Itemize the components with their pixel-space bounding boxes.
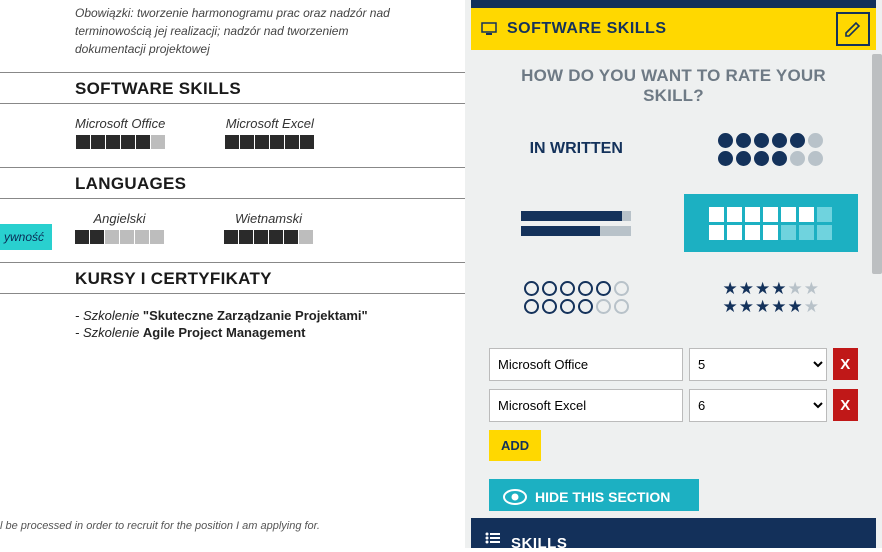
delete-button[interactable]: X bbox=[833, 389, 859, 421]
section-software-skills: SOFTWARE SKILLS bbox=[0, 72, 465, 104]
scrollbar-thumb[interactable] bbox=[872, 54, 882, 274]
software-icon bbox=[481, 22, 497, 36]
skill-inputs: 5X6X bbox=[489, 348, 858, 422]
skill-level-select[interactable]: 5 bbox=[689, 348, 827, 381]
written-label: IN WRITTEN bbox=[530, 140, 623, 158]
section-header: SOFTWARE SKILLS bbox=[471, 8, 876, 50]
edit-button[interactable] bbox=[836, 12, 870, 46]
list-icon bbox=[485, 532, 501, 544]
style-boxes[interactable] bbox=[684, 194, 859, 252]
boxes-preview bbox=[709, 207, 832, 240]
style-bars[interactable] bbox=[489, 194, 664, 252]
footer-title: SKILLS bbox=[511, 535, 567, 552]
skill-level bbox=[75, 135, 165, 149]
style-circles[interactable] bbox=[489, 268, 664, 326]
skill-name: Microsoft Office bbox=[75, 116, 165, 131]
stars-preview: ★★★★★★ ★★★★★★ bbox=[723, 280, 820, 315]
courses-list: - Szkolenie "Skuteczne Zarządzanie Proje… bbox=[0, 302, 465, 362]
languages-row: Angielski Wietnamski bbox=[0, 207, 465, 258]
add-button[interactable]: ADD bbox=[489, 430, 541, 461]
skill-item: Microsoft Excel bbox=[225, 116, 314, 149]
skill-name-input[interactable] bbox=[489, 389, 683, 422]
hide-section-button[interactable]: HIDE THIS SECTION bbox=[489, 479, 699, 511]
skill-level-select[interactable]: 6 bbox=[689, 389, 827, 422]
course-line: - Szkolenie "Skuteczne Zarządzanie Proje… bbox=[75, 308, 465, 323]
config-area: HOW DO YOU WANT TO RATE YOUR SKILL? IN W… bbox=[471, 50, 876, 515]
rating-style-grid: IN WRITTEN bbox=[489, 120, 858, 326]
skill-name: Wietnamski bbox=[224, 211, 313, 226]
skill-item: Wietnamski bbox=[224, 211, 313, 244]
skill-item: Microsoft Office bbox=[75, 116, 165, 149]
delete-button[interactable]: X bbox=[833, 348, 859, 380]
skill-level bbox=[75, 230, 164, 244]
side-tag[interactable]: ywność bbox=[0, 224, 52, 250]
rating-question: HOW DO YOU WANT TO RATE YOUR SKILL? bbox=[489, 66, 858, 106]
skill-input-row: 6X bbox=[489, 389, 858, 422]
eye-icon bbox=[503, 489, 527, 505]
header-title: SOFTWARE SKILLS bbox=[507, 20, 667, 38]
responsibilities-text: Obowiązki: tworzenie harmonogramu prac o… bbox=[0, 0, 465, 68]
bars-preview bbox=[521, 211, 631, 236]
style-stars[interactable]: ★★★★★★ ★★★★★★ bbox=[684, 268, 859, 326]
hide-label: HIDE THIS SECTION bbox=[535, 489, 670, 505]
skill-level bbox=[225, 135, 314, 149]
cv-preview-panel: Obowiązki: tworzenie harmonogramu prac o… bbox=[0, 0, 465, 548]
circles-preview bbox=[524, 281, 629, 314]
style-written[interactable]: IN WRITTEN bbox=[489, 120, 664, 178]
skill-level bbox=[224, 230, 313, 244]
skill-input-row: 5X bbox=[489, 348, 858, 381]
skill-name: Angielski bbox=[75, 211, 164, 226]
scrollbar[interactable] bbox=[872, 50, 882, 518]
pencil-icon bbox=[844, 20, 862, 38]
consent-footer: l be processed in order to recruit for t… bbox=[0, 520, 320, 532]
skill-name: Microsoft Excel bbox=[225, 116, 314, 131]
top-bar bbox=[471, 0, 876, 8]
style-dots[interactable] bbox=[684, 120, 859, 178]
section-languages: LANGUAGES bbox=[0, 167, 465, 199]
editor-panel: SOFTWARE SKILLS HOW DO YOU WANT TO RATE … bbox=[465, 0, 882, 548]
dots-preview bbox=[718, 133, 823, 166]
course-line: - Szkolenie Agile Project Management bbox=[75, 325, 465, 340]
software-skills-row: Microsoft Office Microsoft Excel bbox=[0, 112, 465, 163]
skill-name-input[interactable] bbox=[489, 348, 683, 381]
section-courses: KURSY I CERTYFIKATY bbox=[0, 262, 465, 294]
skill-item: Angielski bbox=[75, 211, 164, 244]
skills-footer[interactable]: SKILLS bbox=[471, 518, 876, 548]
